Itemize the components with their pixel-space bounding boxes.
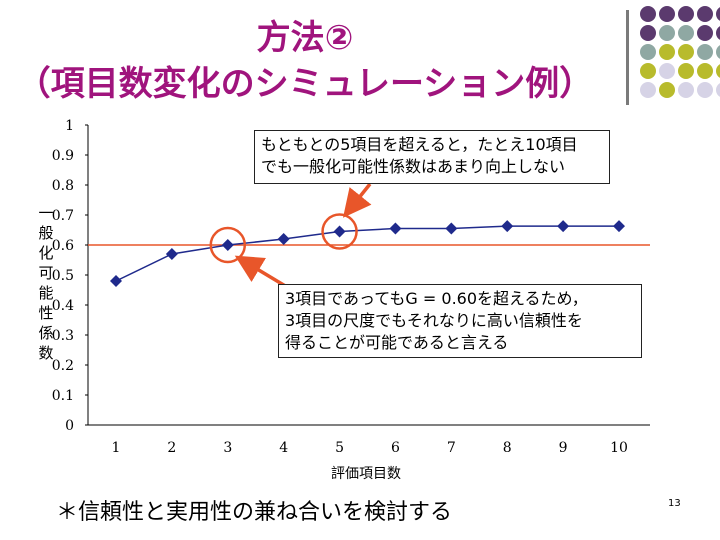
decoration-dot [640, 82, 656, 98]
x-tick-label: 5 [335, 440, 344, 456]
decoration-dot [640, 6, 656, 22]
callout-top: もともとの5項目を超えると，たとえ10項目 でも一般化可能性係数はあまり向上しな… [254, 130, 610, 184]
decoration-dot [640, 25, 656, 41]
x-tick-label: 6 [391, 440, 400, 456]
callout-bottom: 3項目であってもG = 0.60を超えるため， 3項目の尺度でもそれなりに高い信… [278, 284, 642, 358]
y-tick-label: 0.6 [52, 238, 74, 254]
decoration-dot [640, 63, 656, 79]
callout-bottom-line: 3項目の尺度でもそれなりに高い信頼性を [285, 311, 583, 330]
decoration-dot [697, 6, 713, 22]
y-axis-label-char: 般 [38, 224, 53, 242]
y-axis-label-char: 係 [38, 324, 53, 342]
page-number: 13 [668, 498, 681, 509]
data-point [445, 222, 458, 235]
highlight-layer [209, 182, 372, 292]
y-tick-label: 0.7 [52, 208, 74, 224]
decoration-dot [678, 6, 694, 22]
decoration-dot [659, 63, 675, 79]
y-tick-label: 0.2 [52, 358, 74, 374]
x-tick-label: 2 [167, 440, 176, 456]
y-tick-label: 0.3 [52, 328, 74, 344]
y-tick-label: 1 [65, 118, 74, 134]
data-point [557, 220, 570, 233]
callout-top-line: でも一般化可能性係数はあまり向上しない [261, 157, 566, 176]
y-axis-label-char: 能 [38, 284, 53, 302]
y-tick-label: 0 [65, 418, 74, 434]
decoration-dot [678, 44, 694, 60]
decoration-dot [678, 82, 694, 98]
decoration-dot [640, 44, 656, 60]
slide-title-line1: 方法② [256, 18, 354, 58]
y-axis-label-char: 数 [38, 344, 53, 362]
y-axis-label-char: 可 [38, 264, 53, 282]
y-tick-label: 0.5 [52, 268, 74, 284]
y-axis-label: 一般化可能性係数 [38, 204, 53, 362]
decoration-dot [659, 6, 675, 22]
callout-bottom-line: 得ることが可能であると言える [285, 333, 509, 352]
callout-top-line: もともとの5項目を超えると，たとえ10項目 [261, 135, 578, 154]
data-point [389, 222, 402, 235]
decoration-dot [659, 25, 675, 41]
y-tick-label: 0.9 [52, 148, 74, 164]
x-tick-label: 1 [112, 440, 121, 456]
x-tick-label: 4 [279, 440, 288, 456]
y-axis-label-char: 化 [38, 244, 53, 262]
decoration-dot [659, 82, 675, 98]
data-point [110, 275, 122, 287]
decoration-dot [716, 63, 720, 79]
slide-title-line2: （項目数変化のシミュレーション例） [16, 64, 594, 104]
decoration-dot [716, 82, 720, 98]
series-line [115, 225, 619, 282]
x-tick-label: 9 [559, 440, 568, 456]
ticks-layer: 0 0.1 0.2 0.3 0.4 0.5 0.6 0.7 0.8 0.9 1 1 2 3 4 5 6 7 8 9 10 [52, 118, 628, 456]
y-tick-label: 0.4 [52, 298, 74, 314]
decoration-dot [697, 63, 713, 79]
decoration-dot [659, 44, 675, 60]
x-axis-label: 評価項目数 [331, 466, 401, 482]
arrow-to-point-5 [342, 182, 372, 218]
decoration-dot [716, 44, 720, 60]
decoration-dot [716, 6, 720, 22]
y-tick-label: 0.1 [52, 388, 74, 404]
y-tick-label: 0.8 [52, 178, 74, 194]
data-point [221, 239, 234, 251]
x-tick-label: 8 [503, 440, 512, 456]
x-tick-label: 3 [223, 440, 232, 456]
data-point [333, 225, 346, 238]
title-divider [626, 10, 629, 105]
decoration-dot [697, 44, 713, 60]
y-axis-label-char: 性 [38, 304, 53, 322]
footnote: ＊信頼性と実用性の兼ね合いを検討する [56, 500, 453, 525]
decoration-dot [697, 82, 713, 98]
decoration-dot [678, 63, 694, 79]
y-axis-label-char: 一 [38, 204, 53, 222]
decoration-dot [678, 25, 694, 41]
data-point [277, 233, 290, 245]
data-point [165, 248, 178, 260]
data-point [613, 220, 625, 233]
decoration-dot [697, 25, 713, 41]
callout-bottom-line: 3項目であってもG = 0.60を超えるため， [285, 289, 588, 308]
data-point [501, 220, 514, 233]
highlight-circle [321, 213, 358, 250]
x-tick-label: 7 [447, 440, 456, 456]
highlight-circle [209, 226, 247, 264]
decoration-dot [716, 25, 720, 41]
x-tick-label: 10 [610, 440, 628, 456]
series-layer [110, 220, 625, 287]
